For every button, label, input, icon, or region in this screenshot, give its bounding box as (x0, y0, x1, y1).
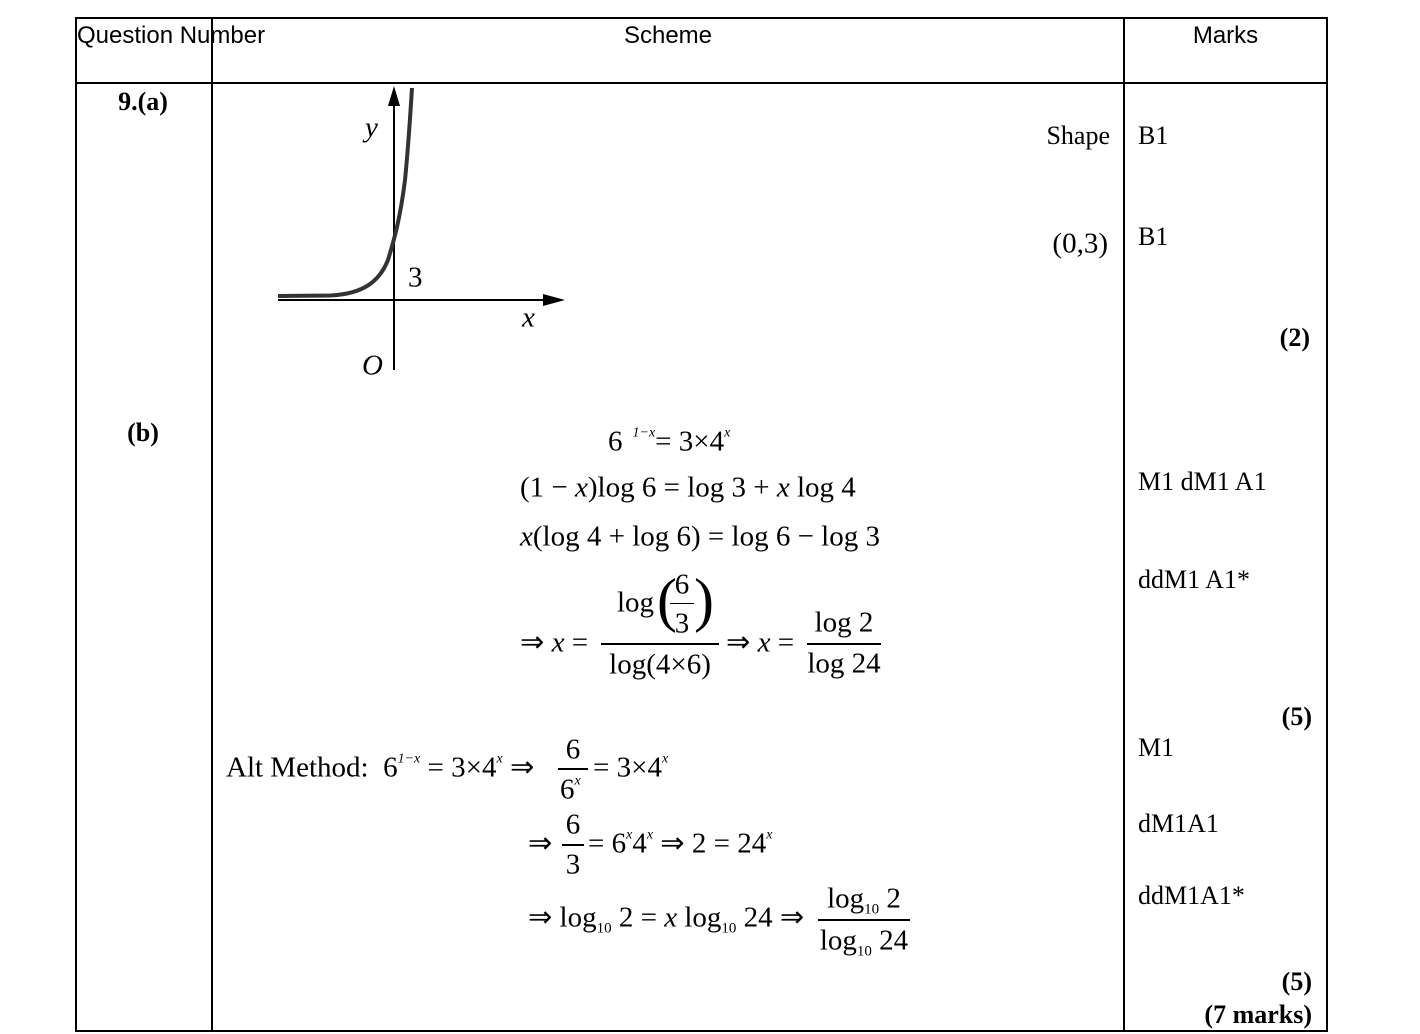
marks-line-4: ddM1 A1* (1138, 565, 1250, 594)
header-scheme: Scheme (623, 22, 713, 49)
marks-line-2: M1 dM1 A1 (1138, 467, 1267, 496)
exponential-graph (277, 86, 565, 370)
equation-line-4-mid: ⇒ x = (726, 626, 795, 659)
mark-b1-shape: B1 (1138, 121, 1169, 150)
paren-right: ) (694, 567, 714, 633)
alt-total: (5) (1281, 967, 1312, 996)
inner-numerator: 6 (674, 568, 690, 601)
grand-total: (7 marks) (1204, 1000, 1312, 1029)
fraction-denominator: log(4×6) (609, 648, 711, 681)
inner-fraction-bar (670, 603, 694, 604)
alt-fraction-2-numerator: 6 (565, 808, 581, 841)
header-divider (76, 82, 1328, 84)
table-border-bottom (76, 1030, 1328, 1032)
graph-y-label: y (365, 111, 378, 144)
header-marks: Marks (1192, 22, 1259, 49)
equation-line-3: x(log 4 + log 6) = log 6 − log 3 (520, 520, 880, 553)
part-b-total: (5) (1281, 702, 1312, 731)
x-axis-arrow-icon (543, 294, 565, 306)
alt-mark-3: ddM1A1* (1138, 881, 1245, 910)
alt-fraction-3-numerator: log10 2 (827, 882, 901, 918)
alt-line-3: ⇒ log10 2 = x log10 24 ⇒ (528, 901, 805, 937)
result-fraction-bar (807, 643, 881, 645)
alt-fraction-3-bar (818, 919, 910, 921)
alt-line-1-rhs: = 3×4x (593, 751, 669, 784)
alt-line-2-arrow: ⇒ (528, 827, 553, 860)
alt-fraction-2-denominator: 3 (565, 848, 581, 881)
equation-line-1: 6 1−x= 3×4x (608, 425, 731, 458)
inner-denominator: 3 (674, 607, 690, 640)
equation-line-2: (1 − x)log 6 = log 3 + x log 4 (520, 471, 856, 504)
alt-line-2-rhs: = 6x4x ⇒ 2 = 24x (588, 827, 773, 860)
alt-fraction-1-denominator: 6x (560, 773, 581, 806)
result-denominator: log 24 (807, 647, 881, 680)
alt-mark-1: M1 (1138, 733, 1175, 762)
alt-fraction-1-bar (558, 768, 588, 770)
table-border-top (76, 17, 1328, 19)
y-axis-arrow-icon (388, 86, 400, 106)
result-numerator: log 2 (814, 606, 874, 639)
table-border-left (75, 17, 77, 1032)
alt-fraction-1-numerator: 6 (565, 733, 581, 766)
column-divider-1 (211, 17, 213, 1032)
graph-origin-label: O (362, 349, 383, 382)
header-question-number: Question Number (77, 22, 266, 49)
criterion-shape: Shape (1046, 121, 1110, 150)
alt-line-1: Alt Method: 61−x = 3×4x ⇒ (226, 751, 535, 784)
mark-b1-intercept: B1 (1138, 222, 1169, 251)
column-divider-2 (1123, 17, 1125, 1032)
alt-mark-2: dM1A1 (1138, 809, 1219, 838)
alt-fraction-3-denominator: log10 24 (819, 924, 909, 960)
criterion-intercept: (0,3) (1052, 227, 1108, 260)
fraction-numerator: log (617, 586, 655, 619)
table-border-right (1326, 17, 1328, 1032)
graph-intercept-label: 3 (408, 261, 423, 294)
part-a-total: (2) (1279, 323, 1310, 352)
graph-x-label: x (522, 301, 535, 334)
fraction-bar (601, 643, 719, 645)
curve (277, 87, 414, 298)
equation-line-4-lhs: ⇒ x = (520, 626, 589, 659)
question-label-9a: 9.(a) (118, 87, 168, 116)
paren-left: ( (657, 567, 677, 633)
alt-fraction-2-bar (562, 844, 584, 846)
question-label-9b: (b) (127, 418, 159, 447)
